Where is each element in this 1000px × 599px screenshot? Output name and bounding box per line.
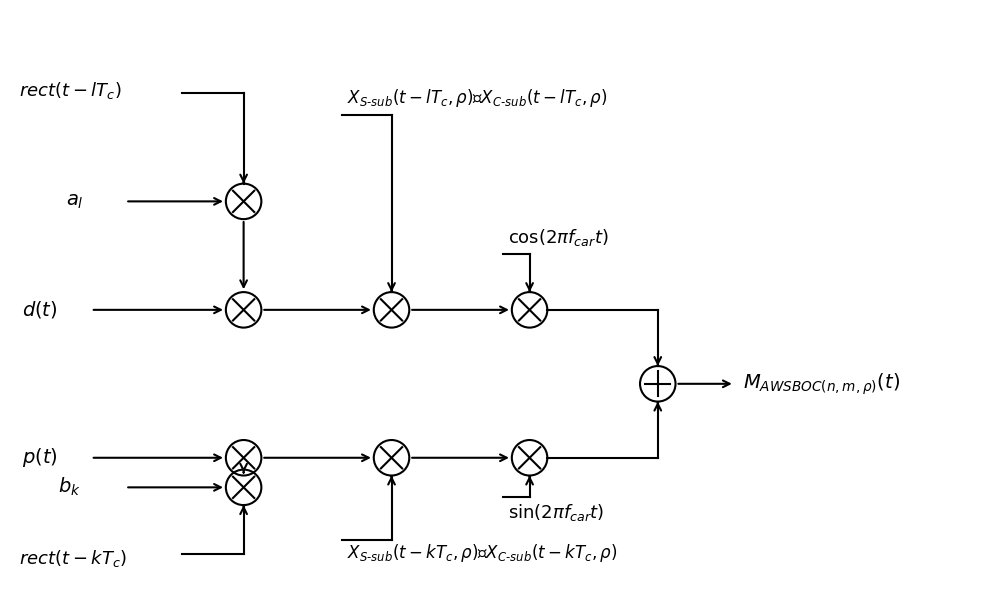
Text: $d(t)$: $d(t)$ [22,300,57,320]
Text: $b_k$: $b_k$ [58,476,81,498]
Text: $X_{S\text{-}sub}(t-kT_c,\rho)$或$X_{C\text{-}sub}(t-kT_c,\rho)$: $X_{S\text{-}sub}(t-kT_c,\rho)$或$X_{C\te… [347,543,617,564]
Text: $rect(t-kT_c)$: $rect(t-kT_c)$ [19,548,127,569]
Text: $p(t)$: $p(t)$ [22,446,57,469]
Text: $M_{AWSBOC(n,m,\rho)}(t)$: $M_{AWSBOC(n,m,\rho)}(t)$ [743,371,900,397]
Text: $\cos(2\pi f_{car}t)$: $\cos(2\pi f_{car}t)$ [508,228,609,249]
Text: $X_{S\text{-}sub}(t-lT_c,\rho)$或$X_{C\text{-}sub}(t-lT_c,\rho)$: $X_{S\text{-}sub}(t-lT_c,\rho)$或$X_{C\te… [347,87,607,109]
Text: $\sin(2\pi f_{car}t)$: $\sin(2\pi f_{car}t)$ [508,501,604,522]
Text: $rect(t-lT_c)$: $rect(t-lT_c)$ [19,80,121,101]
Text: $a_l$: $a_l$ [66,192,84,210]
